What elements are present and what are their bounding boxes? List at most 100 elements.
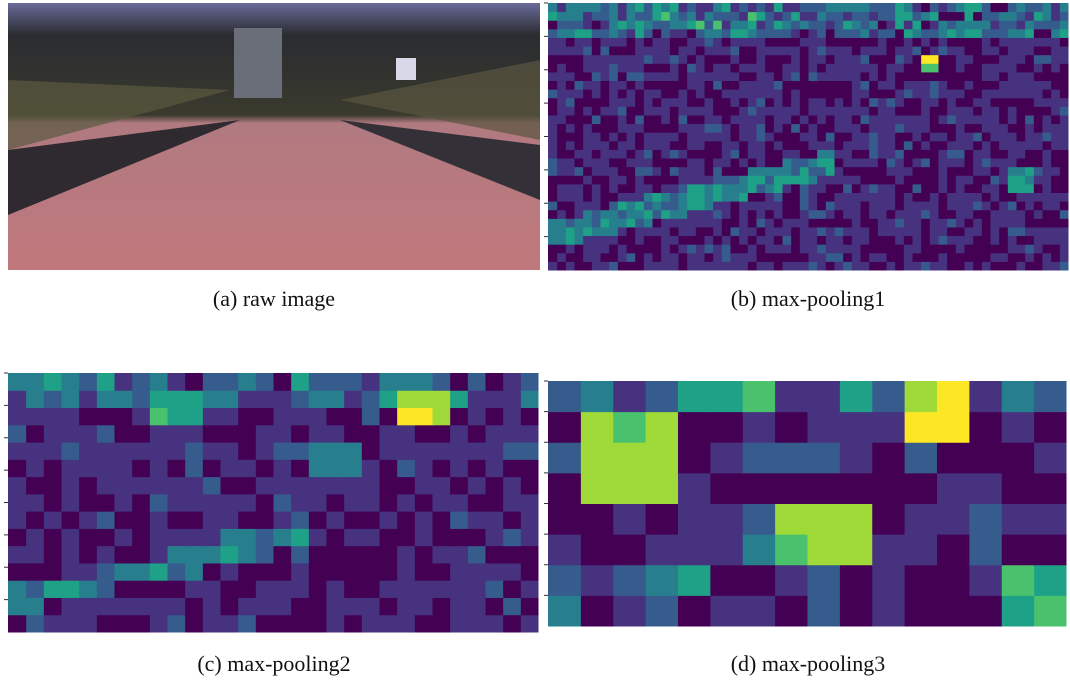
heatmap-cell [220,408,238,426]
heatmap-cell [895,158,904,167]
heatmap-cell [8,442,26,460]
heatmap-cell [1059,261,1068,270]
heatmap-cell [520,442,538,460]
heatmap-cell [765,192,774,201]
heatmap-cell [43,511,61,529]
heatmap-cell [1007,72,1016,81]
heatmap-cell [643,98,652,107]
heatmap-cell [739,175,748,184]
heatmap-cell [973,89,982,98]
heatmap-cell [964,244,973,253]
heatmap-cell [132,442,150,460]
heatmap-cell [938,141,947,150]
heatmap-cell [414,494,432,512]
heatmap-cell [825,12,834,21]
heatmap-cell [687,89,696,98]
heatmap-cell [255,546,273,564]
heatmap-cell [981,81,990,90]
heatmap-cell [344,580,362,598]
heatmap-cell [851,158,860,167]
heatmap-cell [921,192,930,201]
heatmap-cell [652,236,661,245]
heatmap-cell [851,3,860,12]
heatmap-cell [379,546,397,564]
heatmap-cell [574,149,583,158]
heatmap-cell [548,534,581,565]
heatmap-cell [503,390,521,408]
heatmap-cell [291,511,309,529]
heatmap-cell [626,132,635,141]
heatmap-cell [548,473,581,504]
heatmap-cell [432,511,450,529]
heatmap-cell [765,29,774,38]
heatmap-cell [202,615,220,633]
heatmap-cell [114,563,132,581]
heatmap-cell [721,29,730,38]
heatmap-cell [730,253,739,262]
heatmap-cell [643,132,652,141]
heatmap-cell [791,253,800,262]
heatmap-cell [921,124,930,133]
heatmap-cell [308,511,326,529]
heatmap-cell [609,132,618,141]
heatmap-cell [799,236,808,245]
heatmap-cell [635,55,644,64]
heatmap-cell [825,141,834,150]
heatmap-cell [938,167,947,176]
heatmap-cell [929,81,938,90]
heatmap-cell [678,236,687,245]
heatmap-cell [591,89,600,98]
heatmap-cell [238,615,256,633]
heatmap-cell [1059,253,1068,262]
heatmap-cell [739,184,748,193]
heatmap-cell [635,210,644,219]
heatmap-cell [839,381,872,412]
heatmap-cell [379,615,397,633]
heatmap-cell [580,534,613,565]
heatmap-cell [503,494,521,512]
heatmap-cell [929,63,938,72]
heatmap-cell [185,511,203,529]
heatmap-cell [964,98,973,107]
heatmap-cell [652,3,661,12]
heatmap-cell [903,167,912,176]
heatmap-cell [652,253,661,262]
heatmap-cell [929,20,938,29]
heatmap-cell [713,158,722,167]
heatmap-cell [149,390,167,408]
heatmap-cell [921,63,930,72]
heatmap-cell [695,124,704,133]
heatmap-cell [999,3,1008,12]
heatmap-cell [1042,244,1051,253]
heatmap-cell [730,167,739,176]
heatmap-cell [773,46,782,55]
heatmap-cell [843,184,852,193]
heatmap-cell [990,55,999,64]
heatmap-cell [1016,98,1025,107]
heatmap-cell [877,132,886,141]
heatmap-cell [609,253,618,262]
heatmap-cell [695,261,704,270]
heatmap-cell [687,236,696,245]
heatmap-cell [678,595,711,626]
heatmap-cell [765,167,774,176]
heatmap-cell [721,149,730,158]
heatmap-cell [721,115,730,124]
heatmap-cell [609,192,618,201]
heatmap-cell [432,442,450,460]
heatmap-cell [565,63,574,72]
heatmap-cell [503,425,521,443]
heatmap-cell [548,55,557,64]
heatmap-cell [851,89,860,98]
heatmap-cell [999,37,1008,46]
heatmap-cell [877,184,886,193]
heatmap-cell [730,227,739,236]
heatmap-cell [834,192,843,201]
heatmap-cell [851,192,860,201]
heatmap-cell [583,72,592,81]
heatmap-cell [1016,192,1025,201]
heatmap-cell [503,408,521,426]
heatmap-cell [843,141,852,150]
heatmap-cell [1051,253,1060,262]
heatmap-cell [613,504,646,535]
